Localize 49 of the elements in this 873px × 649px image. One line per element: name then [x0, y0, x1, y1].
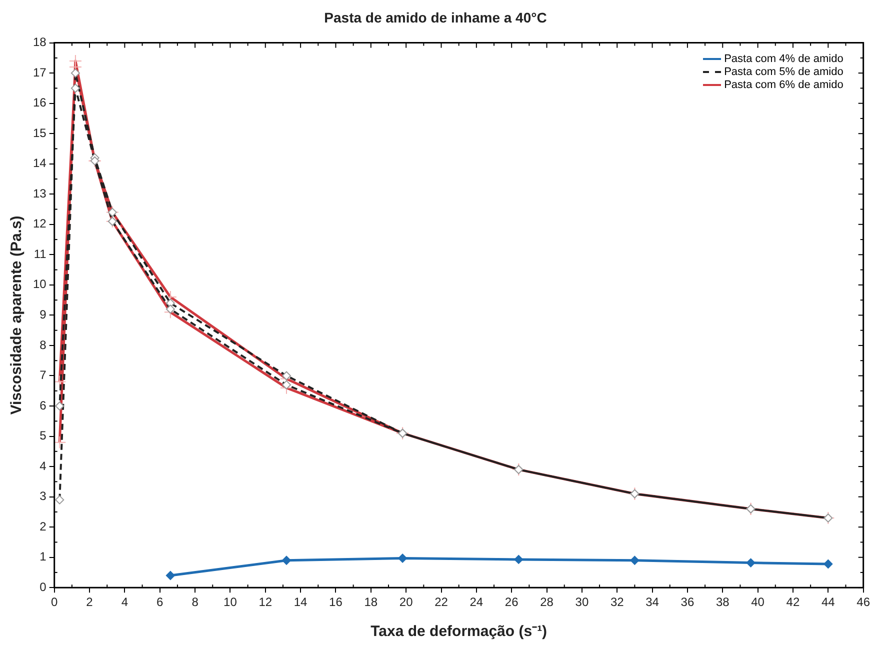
- y-tick-label: 5: [40, 428, 47, 443]
- y-tick-label: 6: [40, 398, 47, 412]
- y-tick-label: 1: [40, 550, 47, 564]
- y-tick-label: 3: [40, 489, 47, 504]
- y-tick-label: 18: [32, 35, 47, 50]
- x-tick-label: 0: [51, 595, 58, 610]
- x-tick-label: 6: [156, 595, 164, 610]
- x-tick-label: 38: [716, 595, 730, 610]
- x-tick-label: 4: [121, 595, 128, 610]
- x-tick-label: 28: [540, 595, 554, 610]
- y-tick-label: 13: [32, 186, 47, 200]
- x-tick-label: 34: [646, 595, 660, 610]
- y-tick-label: 10: [32, 277, 47, 292]
- x-tick-label: 12: [258, 595, 272, 610]
- x-tick-label: 40: [751, 595, 765, 610]
- x-tick-label: 20: [399, 595, 414, 610]
- x-tick-label: 24: [470, 595, 484, 610]
- legend-label: Pasta com 6% de amido: [724, 78, 844, 92]
- y-tick-label: 14: [32, 156, 47, 170]
- x-tick-label: 8: [192, 595, 199, 610]
- x-tick-label: 32: [610, 595, 624, 610]
- y-tick-label: 8: [40, 338, 47, 352]
- y-tick-label: 17: [32, 65, 47, 80]
- y-tick-label: 11: [34, 246, 47, 261]
- x-tick-label: 26: [504, 595, 519, 610]
- x-tick-label: 2: [86, 595, 94, 610]
- x-tick-label: 18: [364, 595, 378, 610]
- x-tick-label: 22: [434, 595, 448, 610]
- y-tick-label: 4: [40, 458, 47, 473]
- x-axis-title: Taxa de deformação (s⁻¹): [370, 623, 548, 640]
- y-tick-label: 7: [40, 368, 47, 382]
- chart-title: Pasta de amido de inhame a 40°C: [324, 9, 547, 26]
- y-tick-label: 2: [40, 519, 47, 534]
- x-tick-label: 44: [821, 595, 836, 610]
- x-tick-label: 42: [786, 595, 800, 610]
- x-tick-label: 30: [575, 595, 589, 610]
- x-tick-label: 46: [856, 595, 870, 610]
- y-tick-label: 15: [32, 126, 47, 140]
- x-tick-label: 36: [680, 595, 694, 610]
- legend-label: Pasta com 5% de amido: [724, 66, 844, 79]
- legend-label: Pasta com 4% de amido: [724, 52, 844, 66]
- x-tick-label: 10: [224, 595, 238, 610]
- y-axis-title: Viscosidade aparente (Pa.s): [8, 216, 26, 415]
- y-tick-label: 16: [32, 96, 47, 110]
- x-tick-label: 16: [329, 595, 343, 610]
- y-tick-label: 9: [40, 308, 47, 322]
- y-tick-label: 12: [32, 216, 47, 231]
- x-tick-label: 14: [294, 595, 308, 610]
- y-tick-label: 0: [40, 580, 47, 594]
